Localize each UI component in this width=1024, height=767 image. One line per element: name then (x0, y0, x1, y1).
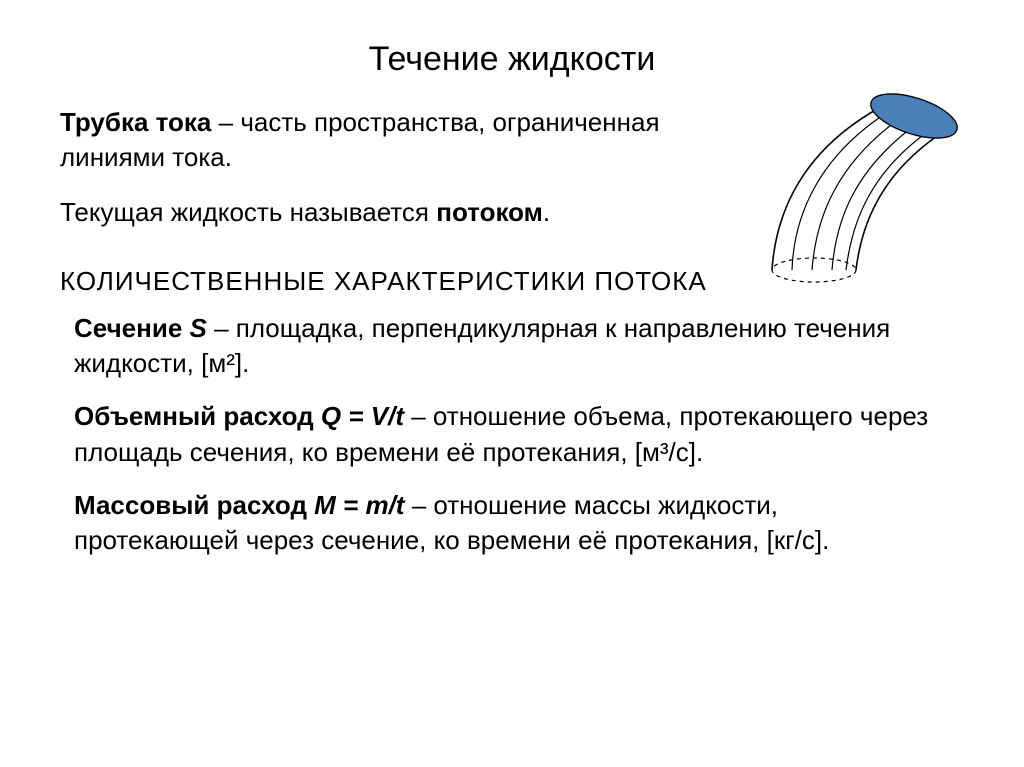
def-volumetric: Объемный расход Q = V/t – отношение объе… (60, 399, 964, 469)
term-flow: потоком (436, 197, 543, 227)
def-mass-label: Массовый расход (74, 490, 314, 520)
intro2-b: . (543, 197, 550, 227)
stream-tube-diagram (734, 70, 964, 290)
intro-stream-tube: Трубка тока – часть пространства, ограни… (60, 105, 700, 175)
def-section-symbol: S (190, 313, 207, 343)
intro2-a: Текущая жидкость называется (60, 197, 436, 227)
def-volumetric-formula: Q = V/t (321, 401, 404, 431)
def-volumetric-label: Объемный расход (74, 401, 321, 431)
stream-tube-svg (734, 70, 964, 290)
def-section: Сечение S – площадка, перпендикулярная к… (60, 311, 964, 381)
def-mass-formula: M = m/t (314, 490, 404, 520)
def-mass: Массовый расход M = m/t – отношение масс… (60, 488, 964, 558)
term-stream-tube: Трубка тока (60, 107, 211, 137)
def-section-label: Сечение (74, 313, 190, 343)
intro-flow: Текущая жидкость называется потоком. (60, 195, 700, 230)
